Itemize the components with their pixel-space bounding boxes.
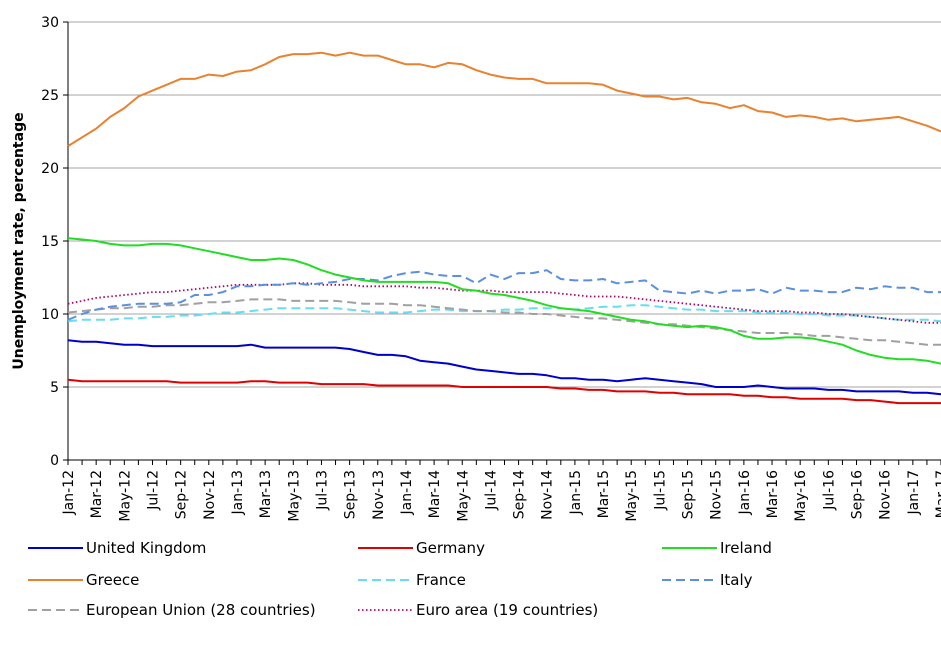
x-axis: Jan-12 Mar-12 May-12 Jul-12 Sep-12 Nov-12 Jan-… (61, 459, 941, 522)
y-tick-label: 0 (50, 453, 59, 469)
x-tick-label: Jul-14 (483, 470, 499, 511)
x-tick-label: May-13 (286, 470, 302, 522)
x-tick-label: Mar-17 (934, 470, 941, 518)
y-tick-label: 15 (41, 234, 59, 250)
x-tick-label: Sep-14 (512, 470, 528, 519)
series-line-5 (67, 269, 941, 321)
x-tick-label: Jan-13 (230, 470, 246, 515)
series-line-1 (67, 378, 941, 405)
x-tick-label: Jul-15 (652, 470, 668, 511)
series-lines (67, 51, 941, 405)
x-tick-label: Nov-16 (878, 470, 894, 520)
x-tick-label: Nov-14 (540, 470, 556, 520)
x-tick-label: Jul-13 (314, 470, 330, 511)
series-line-2 (67, 237, 941, 365)
series-line-3 (67, 51, 941, 147)
y-tick-label: 5 (50, 380, 59, 396)
x-tick-label: Nov-12 (202, 470, 218, 520)
x-tick-label: May-12 (117, 470, 133, 522)
legend-label-3: Greece (86, 571, 139, 589)
x-tick-label: Mar-14 (427, 470, 443, 518)
y-axis: 0 5 10 15 20 25 30 (41, 15, 69, 469)
series-line-0 (67, 339, 941, 396)
legend-label-5: Italy (720, 571, 753, 589)
x-tick-label: Mar-13 (258, 470, 274, 518)
x-tick-label: Sep-16 (850, 470, 866, 519)
x-tick-label: Jan-16 (737, 470, 753, 516)
series-line-4 (67, 304, 941, 323)
x-tick-label: Sep-13 (343, 470, 359, 519)
legend: United Kingdom Germany Ireland Greece France… (28, 539, 772, 619)
y-tick-label: 30 (41, 15, 59, 31)
x-tick-label: May-15 (624, 470, 640, 522)
y-tick-label: 20 (41, 161, 59, 177)
x-tick-label: Jan-14 (399, 470, 415, 516)
x-tick-label: Sep-15 (681, 470, 697, 519)
x-tick-label: Jan-12 (61, 470, 77, 515)
legend-label-0: United Kingdom (86, 539, 206, 557)
y-tick-label: 10 (41, 307, 59, 323)
x-tick-label: Mar-15 (596, 470, 612, 518)
x-tick-label: Sep-12 (174, 470, 190, 519)
x-tick-label: Jan-17 (906, 470, 922, 515)
x-tick-label: Nov-15 (709, 470, 725, 520)
x-tick-label: Mar-16 (765, 470, 781, 518)
x-tick-label: Jul-16 (821, 470, 837, 511)
x-tick-label: Jul-12 (145, 470, 161, 511)
series-line-6 (67, 298, 941, 346)
x-tick-label: May-16 (793, 470, 809, 522)
x-tick-label: Nov-13 (371, 470, 387, 520)
legend-label-1: Germany (416, 539, 485, 557)
x-tick-label: Jan-15 (568, 470, 584, 515)
legend-label-7: Euro area (19 countries) (416, 601, 598, 619)
y-tick-label: 25 (41, 88, 59, 104)
y-axis-title: Unemployment rate, percentage (11, 112, 27, 369)
legend-label-6: European Union (28 countries) (86, 601, 316, 619)
legend-label-4: France (416, 571, 466, 589)
legend-label-2: Ireland (720, 539, 772, 557)
x-tick-label: May-14 (455, 470, 471, 522)
x-tick-label: Mar-12 (89, 470, 105, 518)
